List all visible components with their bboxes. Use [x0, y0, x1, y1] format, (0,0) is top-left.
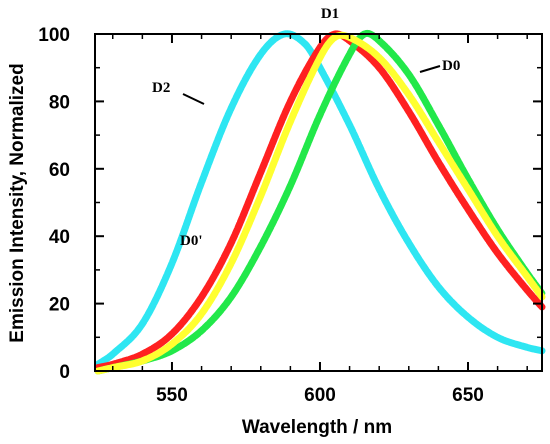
y-tick-label: 100: [38, 25, 70, 46]
x-axis-title: Wavelength / nm: [242, 417, 392, 438]
series-label-d0: D0: [442, 58, 460, 74]
y-tick-label: 20: [49, 295, 70, 316]
series-labels: D0' D1 D0 D2: [152, 6, 460, 249]
x-tick-label: 650: [452, 385, 484, 406]
leader-line-d0: [419, 65, 441, 73]
series-label-d1: D1: [321, 6, 339, 22]
leader-line-d2: [182, 93, 205, 105]
x-tick-label: 550: [156, 385, 188, 406]
series-line-d0: [94, 30, 546, 372]
series-line-d0: [94, 29, 546, 375]
y-axis-title: Emission Intensity, Normalized: [7, 63, 28, 342]
y-tick-label: 80: [49, 92, 70, 113]
series-label-d0: D0': [180, 233, 203, 249]
series-line-d1: [94, 31, 546, 375]
series-line-d2: [94, 30, 546, 368]
y-tick-label: 40: [49, 227, 70, 248]
x-tick-label: 600: [304, 385, 336, 406]
ticks-layer: 550 600 650 0 20 40 60 80 100: [38, 25, 542, 406]
y-tick-label: 60: [49, 160, 70, 181]
series-label-d2: D2: [152, 80, 170, 96]
series-layer: [94, 29, 546, 375]
y-tick-label: 0: [59, 362, 70, 383]
